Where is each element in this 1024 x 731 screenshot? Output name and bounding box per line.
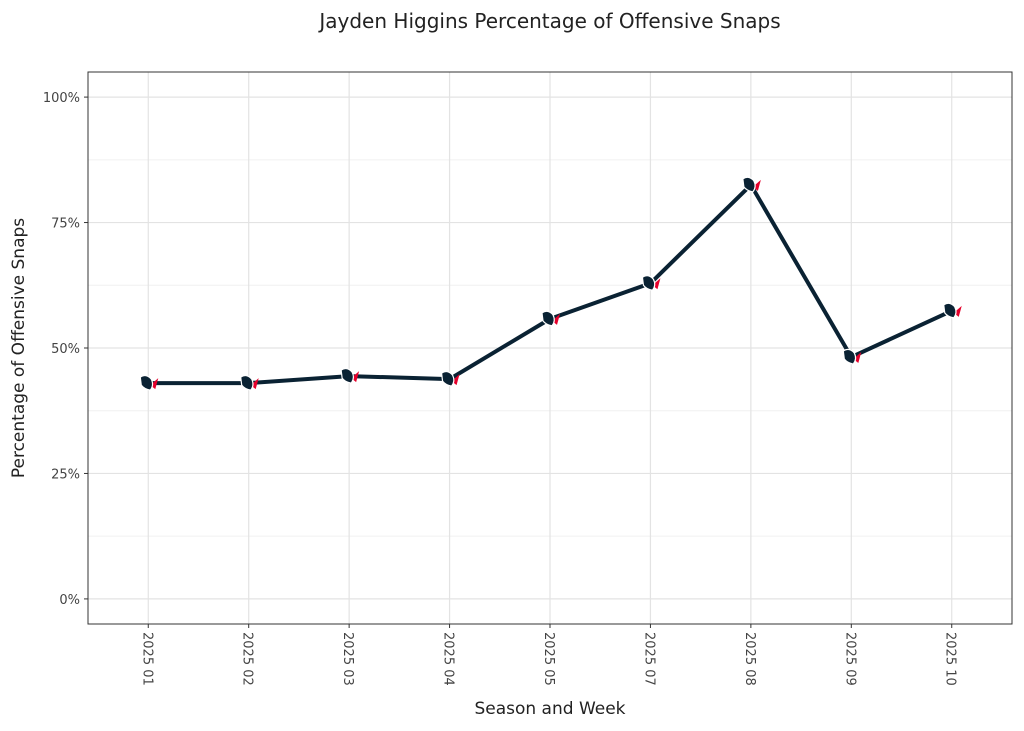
y-tick-label: 75% bbox=[51, 217, 80, 232]
point-marker bbox=[440, 370, 460, 387]
x-tick-label: 2025 10 bbox=[943, 632, 958, 686]
marker-head bbox=[440, 370, 455, 387]
x-tick-label: 2025 04 bbox=[441, 632, 456, 686]
marker-head bbox=[240, 374, 254, 391]
point-marker bbox=[139, 374, 159, 391]
point-marker bbox=[240, 374, 259, 391]
marker-head bbox=[541, 310, 555, 327]
chart-title: Jayden Higgins Percentage of Offensive S… bbox=[317, 9, 780, 33]
point-marker bbox=[641, 275, 661, 291]
x-tick-label: 2025 03 bbox=[340, 632, 355, 686]
marker-head bbox=[943, 302, 957, 319]
x-tick-label: 2025 07 bbox=[641, 632, 656, 686]
point-marker bbox=[541, 310, 560, 327]
point-marker bbox=[943, 302, 962, 319]
x-tick-label: 2025 02 bbox=[240, 632, 255, 686]
marker-head bbox=[340, 367, 354, 384]
x-tick-label: 2025 05 bbox=[541, 632, 556, 686]
x-tick-label: 2025 01 bbox=[139, 632, 154, 686]
y-tick-label: 25% bbox=[51, 467, 80, 482]
x-axis-title: Season and Week bbox=[474, 699, 625, 719]
point-marker bbox=[842, 348, 862, 365]
x-tick-label: 2025 09 bbox=[842, 632, 857, 686]
marker-head bbox=[842, 348, 857, 365]
y-tick-label: 50% bbox=[51, 342, 80, 357]
panel-border bbox=[87, 71, 1013, 625]
y-tick-label: 0% bbox=[59, 593, 80, 608]
marker-head bbox=[641, 275, 656, 291]
y-axis-title: Percentage of Offensive Snaps bbox=[9, 218, 29, 478]
x-tick-label: 2025 08 bbox=[742, 632, 757, 686]
y-tick-label: 100% bbox=[43, 91, 80, 106]
marker-head bbox=[139, 374, 154, 391]
point-marker bbox=[340, 367, 360, 384]
marker-head bbox=[742, 176, 756, 193]
point-marker bbox=[742, 176, 761, 193]
